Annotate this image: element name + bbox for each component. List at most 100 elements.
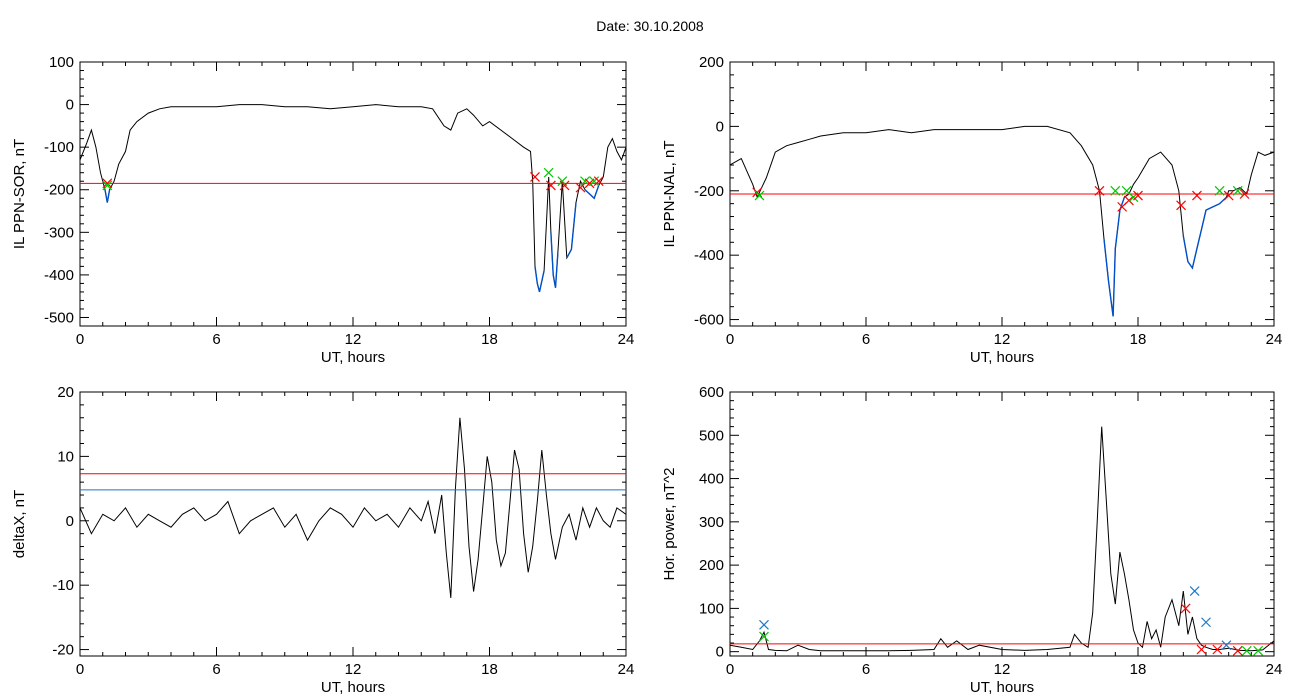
- plot-area: [80, 104, 626, 293]
- event-marker-stroke: [1110, 185, 1121, 196]
- event-marker-stroke: [575, 182, 586, 193]
- event-marker-stroke: [1133, 190, 1143, 201]
- x-tick-label: 24: [618, 661, 635, 678]
- event-marker-stroke: [102, 180, 113, 191]
- x-tick-label: 18: [1130, 661, 1147, 678]
- plot-area: [730, 125, 1274, 317]
- chart-panel-top-left: 0 6 12 18 24 100 0 -100 -200 -300 -400 -500 UT, hour…: [11, 54, 634, 366]
- event-marker-stroke: [1192, 190, 1202, 201]
- event-marker-stroke: [1212, 644, 1223, 655]
- series-highlight-segment: [550, 232, 559, 288]
- y-tick-label: 100: [699, 600, 724, 617]
- x-tick-label: 12: [994, 331, 1011, 348]
- x-axis-label: UT, hours: [321, 349, 385, 366]
- event-marker-stroke: [1189, 586, 1200, 597]
- plot-frame: [79, 391, 627, 657]
- y-tick-label: 10: [57, 448, 74, 465]
- series-highlight-segment: [1182, 196, 1227, 270]
- plot-frame: [79, 61, 627, 327]
- event-marker: [1180, 603, 1191, 614]
- event-marker: [1176, 200, 1186, 211]
- event-marker-stroke: [1094, 185, 1105, 196]
- event-marker: [102, 180, 113, 191]
- event-marker-stroke: [1232, 185, 1243, 196]
- y-tick-label: -300: [44, 224, 74, 241]
- y-tick-label: -500: [44, 309, 74, 326]
- y-tick-label: -200: [44, 182, 74, 199]
- x-tick-label: 6: [862, 331, 870, 348]
- event-marker: [559, 180, 570, 191]
- y-tick-label: 0: [66, 97, 74, 114]
- event-marker-stroke: [1124, 195, 1134, 206]
- y-tick-label: 300: [699, 514, 724, 531]
- x-tick-label: 6: [212, 331, 220, 348]
- series-line: [730, 125, 1274, 317]
- event-marker-stroke: [593, 176, 604, 187]
- event-marker-stroke: [1223, 190, 1234, 201]
- event-marker: [1253, 645, 1264, 656]
- x-tick-label: 18: [481, 661, 498, 678]
- series-line: [80, 417, 626, 599]
- event-marker-stroke: [1232, 645, 1243, 656]
- x-tick-label: 18: [1130, 331, 1147, 348]
- event-marker-stroke: [557, 176, 568, 187]
- x-tick-label: 0: [726, 331, 734, 348]
- y-tick-label: 20: [57, 384, 74, 401]
- event-marker-stroke: [589, 176, 600, 187]
- event-marker: [543, 167, 554, 178]
- y-axis-label: deltaX, nT: [11, 490, 28, 558]
- event-marker-stroke: [546, 180, 556, 191]
- event-marker-stroke: [1196, 644, 1207, 655]
- chart-panel-top-right: 0 6 12 18 24 200 0 -200 -400 -600 UT, hours IL PPN-…: [661, 54, 1282, 366]
- y-tick-label: 200: [699, 54, 724, 71]
- x-tick-label: 0: [76, 661, 84, 678]
- y-tick-label: -20: [52, 642, 74, 659]
- series-highlight-segment: [104, 189, 111, 203]
- event-marker-stroke: [1121, 185, 1132, 196]
- y-tick-label: 200: [699, 557, 724, 574]
- event-marker: [1223, 190, 1234, 201]
- y-tick-label: -200: [694, 183, 724, 200]
- series-highlight-segment: [1103, 196, 1126, 317]
- plot-frame: [729, 391, 1275, 657]
- event-marker-stroke: [1180, 603, 1191, 614]
- chart-panel-bottom-left: 0 6 12 18 24 20 10 0 -10 -20 UT, hours deltaX, nT: [11, 384, 634, 696]
- x-tick-label: 12: [994, 661, 1011, 678]
- event-marker-stroke: [1241, 645, 1252, 656]
- event-marker: [1232, 645, 1243, 656]
- plot-area: [80, 417, 626, 599]
- series-line: [730, 426, 1274, 652]
- series-highlight-segment: [534, 266, 545, 293]
- event-marker: [1196, 644, 1207, 655]
- y-tick-label: 0: [66, 513, 74, 530]
- y-tick-label: 0: [716, 644, 724, 661]
- event-marker: [1201, 617, 1211, 628]
- event-marker-stroke: [102, 178, 113, 189]
- x-tick-label: 18: [481, 331, 498, 348]
- x-tick-label: 6: [212, 661, 220, 678]
- y-tick-label: -400: [694, 247, 724, 264]
- event-marker: [102, 178, 113, 189]
- y-tick-label: 100: [49, 54, 74, 71]
- event-marker: [1212, 644, 1223, 655]
- y-tick-label: 400: [699, 471, 724, 488]
- event-marker: [1094, 185, 1105, 196]
- event-marker-stroke: [1221, 640, 1232, 651]
- event-marker: [759, 619, 769, 630]
- y-tick-label: 600: [699, 384, 724, 401]
- y-tick-label: -100: [44, 139, 74, 156]
- event-marker: [575, 182, 586, 193]
- event-marker: [546, 180, 556, 191]
- series-highlight-segment: [566, 202, 577, 259]
- event-marker-stroke: [1214, 185, 1225, 196]
- event-marker: [1124, 195, 1134, 206]
- x-tick-label: 0: [76, 331, 84, 348]
- x-tick-label: 6: [862, 661, 870, 678]
- event-marker: [530, 172, 540, 182]
- event-marker: [1110, 185, 1121, 196]
- series-line: [80, 104, 626, 293]
- x-axis-label: UT, hours: [321, 679, 385, 696]
- event-marker: [593, 176, 604, 187]
